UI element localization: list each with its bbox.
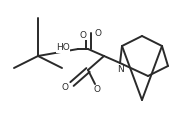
Text: O: O (80, 30, 87, 40)
Text: HO: HO (56, 44, 70, 52)
Text: O: O (93, 86, 100, 94)
Text: N: N (117, 66, 123, 74)
Text: O: O (95, 29, 102, 39)
Text: O: O (61, 83, 68, 93)
